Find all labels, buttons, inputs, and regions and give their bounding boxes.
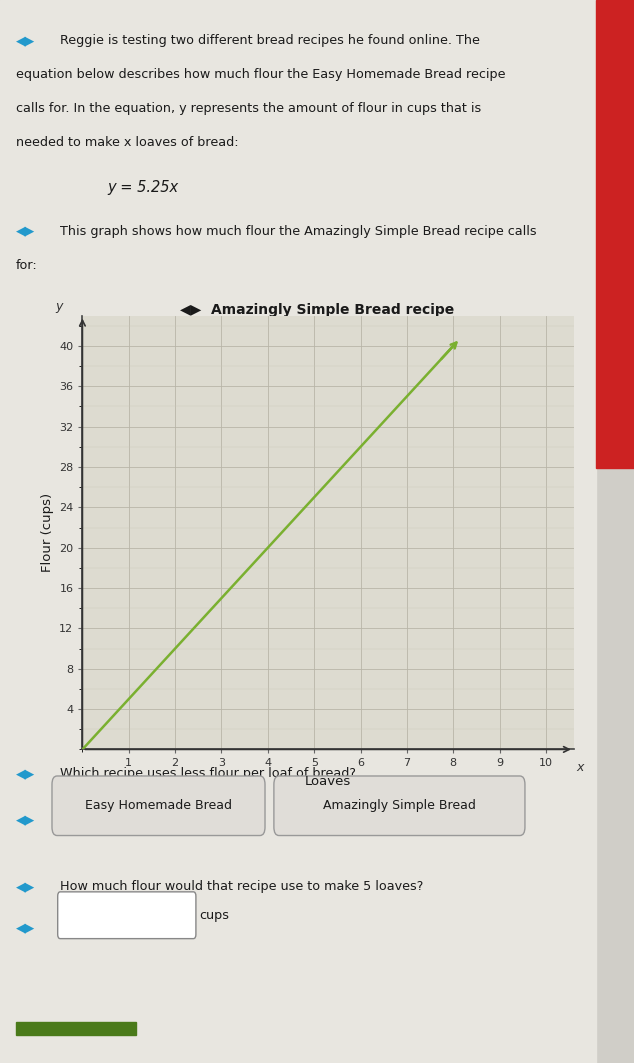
Text: This graph shows how much flour the Amazingly Simple Bread recipe calls: This graph shows how much flour the Amaz… <box>60 224 537 237</box>
FancyBboxPatch shape <box>52 776 265 836</box>
FancyBboxPatch shape <box>274 776 525 836</box>
Y-axis label: Flour (cups): Flour (cups) <box>41 493 54 572</box>
Text: Which recipe uses less flour per loaf of bread?: Which recipe uses less flour per loaf of… <box>60 767 356 780</box>
Text: ◀▶: ◀▶ <box>16 767 35 780</box>
Text: y = 5.25x: y = 5.25x <box>108 181 179 196</box>
Text: How much flour would that recipe use to make 5 loaves?: How much flour would that recipe use to … <box>60 880 424 893</box>
Bar <box>596 0 634 468</box>
Text: ◀▶  Amazingly Simple Bread recipe: ◀▶ Amazingly Simple Bread recipe <box>180 303 454 317</box>
Text: cups: cups <box>200 909 230 922</box>
FancyBboxPatch shape <box>58 892 196 939</box>
Bar <box>16 1022 136 1035</box>
Text: ◀▶: ◀▶ <box>16 880 35 893</box>
Text: Reggie is testing two different bread recipes he found online. The: Reggie is testing two different bread re… <box>60 34 480 47</box>
Text: Easy Homemade Bread: Easy Homemade Bread <box>85 799 232 812</box>
Text: y: y <box>56 300 63 313</box>
X-axis label: Loaves: Loaves <box>305 775 351 789</box>
Text: for:: for: <box>16 258 37 271</box>
Text: Amazingly Simple Bread: Amazingly Simple Bread <box>323 799 476 812</box>
Text: x: x <box>576 761 583 774</box>
Text: ◀▶: ◀▶ <box>16 922 35 934</box>
Text: ◀▶: ◀▶ <box>16 224 35 237</box>
Text: ◀▶: ◀▶ <box>16 813 35 826</box>
Text: needed to make x loaves of bread:: needed to make x loaves of bread: <box>16 136 238 149</box>
Text: calls for. In the equation, y represents the amount of flour in cups that is: calls for. In the equation, y represents… <box>16 102 481 115</box>
Text: ◀▶: ◀▶ <box>16 34 35 47</box>
Text: equation below describes how much flour the Easy Homemade Bread recipe: equation below describes how much flour … <box>16 68 505 81</box>
